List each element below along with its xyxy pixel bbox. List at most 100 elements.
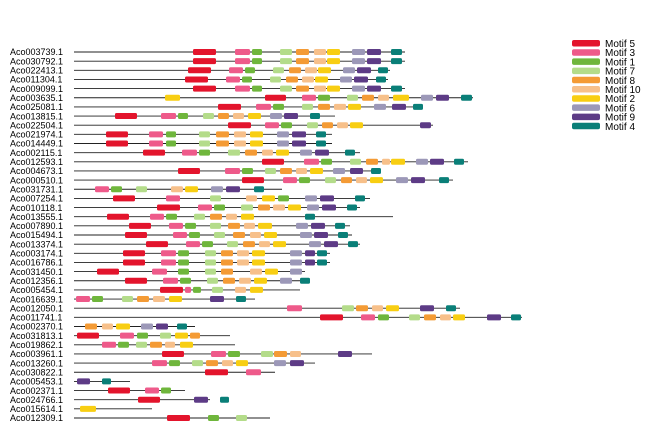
motif-box-m4	[317, 259, 327, 266]
motif-box-m10	[314, 85, 326, 92]
legend-swatch	[572, 49, 600, 56]
motif-box-m10	[334, 103, 346, 110]
motif-box-m5	[129, 222, 151, 229]
gene-label: Aco025081.1	[10, 102, 63, 112]
gene-label: Aco016639.1	[10, 294, 63, 304]
motif-box-m10	[244, 222, 255, 229]
motif-box-m3	[246, 369, 261, 376]
motif-box-m7	[273, 67, 284, 74]
gene-label: Aco013374.1	[10, 239, 63, 249]
motif-box-m6	[274, 360, 286, 367]
motif-box-m3	[198, 204, 212, 211]
motif-box-m1	[278, 195, 289, 202]
legend-item: Motif 7	[572, 67, 635, 78]
motif-box-m4	[254, 186, 264, 193]
motif-box-m10	[226, 213, 237, 220]
gene-row: Aco021974.1	[10, 130, 332, 140]
motif-box-m10	[246, 195, 257, 202]
legend-label: Motif 10	[605, 85, 641, 96]
motif-box-m3	[169, 222, 183, 229]
motif-box-m8	[233, 232, 245, 238]
motif-box-m10	[305, 67, 317, 74]
legend-swatch	[572, 95, 600, 102]
motif-box-m5	[218, 103, 241, 110]
gene-label: Aco013815.1	[10, 111, 63, 121]
motif-box-m7	[205, 268, 216, 275]
motif-box-m9	[357, 67, 371, 74]
motif-box-m3	[161, 259, 176, 266]
motif-box-m1	[299, 177, 310, 184]
motif-box-m9	[338, 350, 352, 357]
motif-box-m2	[288, 204, 301, 211]
motif-box-m10	[314, 58, 326, 65]
legend-swatch	[572, 122, 600, 130]
motif-box-m9	[305, 250, 315, 257]
motif-box-m8	[362, 94, 374, 101]
gene-row: Aco030822.1	[10, 367, 275, 377]
motif-box-m5	[167, 415, 190, 421]
motif-box-m1	[178, 113, 188, 120]
motif-box-m3	[287, 305, 302, 312]
motif-box-m7	[207, 277, 218, 284]
gene-label: Aco030792.1	[10, 56, 63, 66]
motif-box-m5	[193, 58, 216, 65]
motif-box-m5	[178, 167, 200, 174]
gene-label: Aco014449.1	[10, 139, 63, 149]
motif-box-m3	[149, 140, 163, 147]
motif-box-m7	[214, 232, 225, 238]
motif-box-m7	[210, 222, 221, 229]
motif-box-m7	[160, 332, 171, 339]
motif-box-m8	[137, 296, 149, 303]
motif-box-m2	[165, 94, 180, 101]
motif-box-m5	[205, 369, 228, 376]
motif-box-m2	[169, 296, 182, 303]
gene-row: Aco031813.1	[10, 331, 230, 341]
motif-box-m7	[136, 186, 147, 193]
motif-box-m1	[242, 76, 252, 83]
motif-box-m8	[286, 76, 298, 83]
motif-box-m8	[296, 49, 309, 55]
motif-box-m1	[92, 296, 103, 303]
motif-box-m6	[290, 250, 302, 257]
motif-box-m2	[393, 94, 409, 101]
gene-label: Aco009099.1	[10, 84, 63, 94]
motif-box-m3	[152, 360, 167, 367]
legend-label: Motif 1	[605, 57, 635, 68]
motif-box-m1	[161, 387, 171, 394]
motif-box-m8	[341, 177, 352, 184]
motif-box-m4	[177, 323, 187, 330]
gene-row: Aco010118.1	[10, 203, 360, 213]
gene-label: Aco003635.1	[10, 93, 63, 103]
motif-box-m6	[352, 49, 365, 55]
motif-box-m9	[305, 259, 315, 266]
motif-box-m1	[214, 204, 225, 211]
motif-box-m7	[280, 85, 292, 92]
gene-label: Aco022504.1	[10, 120, 63, 130]
gene-row: Aco012309.1	[10, 413, 270, 423]
motif-box-m9	[350, 167, 363, 174]
motif-box-m1	[252, 58, 262, 65]
motif-box-m6	[343, 67, 355, 74]
motif-box-m2	[241, 213, 254, 220]
gene-row: Aco009099.1	[10, 84, 405, 94]
motif-box-m3	[95, 186, 109, 193]
gene-row: Aco019862.1	[10, 340, 235, 350]
motif-box-m3	[235, 49, 250, 55]
motif-box-m6	[290, 259, 302, 266]
motif-box-m2	[327, 58, 340, 65]
gene-tracks: Aco003739.1Aco030792.1Aco022413.1Aco0113…	[10, 47, 522, 423]
motif-box-m4	[511, 314, 521, 321]
motif-box-m4	[355, 195, 365, 202]
motif-box-m1	[169, 360, 180, 367]
motif-box-m1	[202, 241, 213, 248]
motif-box-m3	[150, 213, 164, 220]
motif-box-m6	[300, 149, 312, 156]
motif-box-m5	[146, 241, 168, 248]
gene-row: Aco003961.1	[10, 349, 372, 359]
motif-box-m5	[265, 94, 286, 101]
motif-box-m3	[145, 387, 159, 394]
motif-box-m2	[236, 360, 248, 367]
motif-box-m1	[252, 85, 262, 92]
legend-swatch	[572, 76, 600, 84]
